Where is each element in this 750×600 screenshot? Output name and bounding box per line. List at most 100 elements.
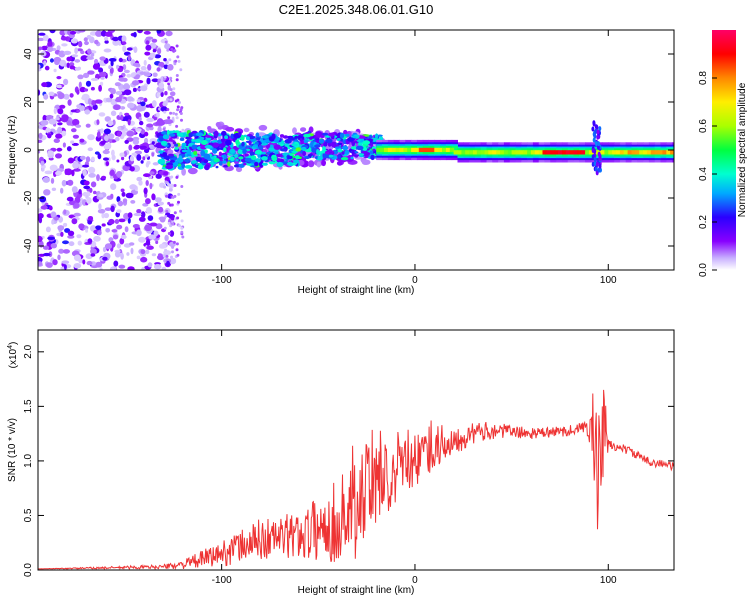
spectrogram-cell bbox=[172, 111, 176, 115]
spectrogram-cell bbox=[67, 99, 72, 106]
spectrogram-cell bbox=[98, 67, 104, 73]
spectrogram-cell bbox=[591, 154, 595, 160]
spectrogram-cell bbox=[158, 216, 166, 221]
spectrogram-cell bbox=[61, 179, 67, 187]
spectrogram-cell bbox=[83, 72, 90, 79]
spectrogram-cell bbox=[38, 139, 43, 143]
spectrogram-cell bbox=[62, 240, 69, 245]
spectrogram-cell bbox=[168, 80, 172, 84]
spectrogram-cell bbox=[85, 123, 91, 128]
spectrogram-cell bbox=[284, 143, 289, 147]
spectrogram-cell bbox=[280, 148, 287, 152]
spectrogram-cell bbox=[112, 234, 119, 240]
spectrogram-cell bbox=[80, 55, 89, 62]
spectrogram-cell bbox=[181, 163, 186, 169]
spectrogram-cell bbox=[123, 69, 130, 74]
spectrogram-cell bbox=[90, 52, 95, 57]
spectrogram-cell bbox=[170, 47, 174, 51]
spectrogram-cell bbox=[179, 132, 183, 137]
spectrogram-cell bbox=[344, 150, 350, 155]
spectrogram-cell bbox=[145, 207, 152, 214]
spectrogram-cell bbox=[63, 264, 67, 270]
spectrogram-cell bbox=[53, 68, 57, 73]
spectrogram-cell bbox=[322, 145, 326, 152]
spectrogram-cell bbox=[224, 135, 229, 140]
spectrogram-cell bbox=[63, 50, 72, 56]
x-tick-label: 100 bbox=[600, 575, 617, 586]
spectrogram-cell bbox=[171, 195, 175, 199]
spectrogram-cell bbox=[597, 151, 601, 157]
spectrogram-cell bbox=[145, 239, 151, 246]
spectrogram-cell bbox=[422, 147, 428, 153]
spectrogram-cell bbox=[66, 196, 74, 202]
spectrogram-cell bbox=[57, 122, 63, 126]
spectrogram-cell bbox=[185, 136, 191, 140]
spectrogram-cell bbox=[218, 160, 223, 166]
spectrogram-cell bbox=[173, 211, 177, 215]
spectrogram-cell bbox=[71, 128, 77, 133]
spectrogram-cell bbox=[98, 112, 106, 117]
spectrogram-cell bbox=[591, 148, 595, 154]
spectrogram-y-ticks: -40 -20 0 20 40 bbox=[23, 48, 674, 253]
spectrogram-cell bbox=[546, 150, 551, 155]
spectrogram-cell bbox=[71, 169, 75, 177]
spectrogram-cell bbox=[181, 128, 185, 132]
spectrogram-cell bbox=[97, 230, 102, 236]
spectrogram-cell bbox=[208, 133, 212, 136]
spectrogram-cell bbox=[210, 156, 215, 160]
spectrogram-cell bbox=[78, 81, 82, 89]
spectrogram-cell bbox=[71, 54, 79, 58]
spectrogram-cell bbox=[114, 82, 121, 87]
spectrogram-cell bbox=[135, 128, 142, 132]
spectrogram-cell bbox=[96, 131, 101, 138]
spectrogram-cell bbox=[86, 260, 93, 266]
spectrogram-cell bbox=[167, 66, 171, 70]
spectrogram-cell bbox=[155, 240, 159, 244]
spectrogram-cell bbox=[351, 141, 356, 147]
spectrogram-cell bbox=[83, 185, 91, 190]
spectrogram-cell bbox=[215, 165, 219, 169]
spectrogram-cell bbox=[74, 67, 81, 71]
spectrogram-cell bbox=[180, 226, 184, 230]
spectrogram-cell bbox=[136, 99, 141, 103]
spectrogram-cell bbox=[166, 108, 170, 111]
spectrogram-cell bbox=[152, 162, 159, 166]
spectrogram-cell bbox=[165, 30, 173, 37]
spectrogram-cell bbox=[112, 36, 119, 42]
spectrogram-cell bbox=[304, 156, 310, 160]
spectrogram-cell bbox=[169, 133, 176, 137]
spectrogram-cell bbox=[573, 150, 578, 155]
spectrogram-cell bbox=[38, 132, 43, 139]
spectrogram-cell bbox=[261, 162, 268, 166]
spectrogram-cell bbox=[411, 147, 416, 153]
spectrogram-cell bbox=[163, 119, 174, 125]
spectrogram-cell bbox=[534, 150, 540, 155]
spectrogram-cell bbox=[73, 212, 81, 217]
spectrogram-cell bbox=[169, 185, 173, 189]
spectrogram-cell bbox=[597, 167, 601, 173]
spectrogram-cell bbox=[143, 187, 148, 195]
snr-multiplier: (x104) bbox=[7, 342, 19, 369]
spectrogram-cell bbox=[69, 30, 77, 35]
spectrogram-cell bbox=[164, 40, 168, 44]
spectrogram-cell bbox=[165, 209, 169, 213]
spectrogram-cell bbox=[223, 164, 229, 168]
spectrogram-cell bbox=[82, 259, 86, 265]
spectrogram-cell bbox=[95, 261, 103, 268]
spectrogram-cell bbox=[76, 89, 80, 95]
colorbar-tick-label: 0.6 bbox=[698, 119, 709, 133]
snr-panel: -100 0 100 0.0 0.5 1.0 1.5 2.0 Height of strai… bbox=[7, 329, 675, 596]
spectrogram-cell bbox=[186, 154, 192, 157]
spectrogram-x-ticks: -100 0 100 bbox=[212, 30, 617, 286]
spectrogram-cell bbox=[322, 153, 328, 159]
spectrogram-cell bbox=[136, 176, 143, 182]
spectrogram-cell bbox=[145, 198, 151, 205]
spectrogram-cell bbox=[103, 143, 112, 150]
y-tick-label: -40 bbox=[23, 238, 34, 253]
spectrogram-cell bbox=[144, 51, 151, 56]
spectrogram-cell bbox=[166, 182, 170, 186]
spectrogram-cell bbox=[666, 150, 671, 155]
spectrogram-cell bbox=[92, 104, 98, 111]
spectrogram-cell bbox=[82, 169, 87, 177]
spectrogram-cell bbox=[140, 160, 144, 164]
